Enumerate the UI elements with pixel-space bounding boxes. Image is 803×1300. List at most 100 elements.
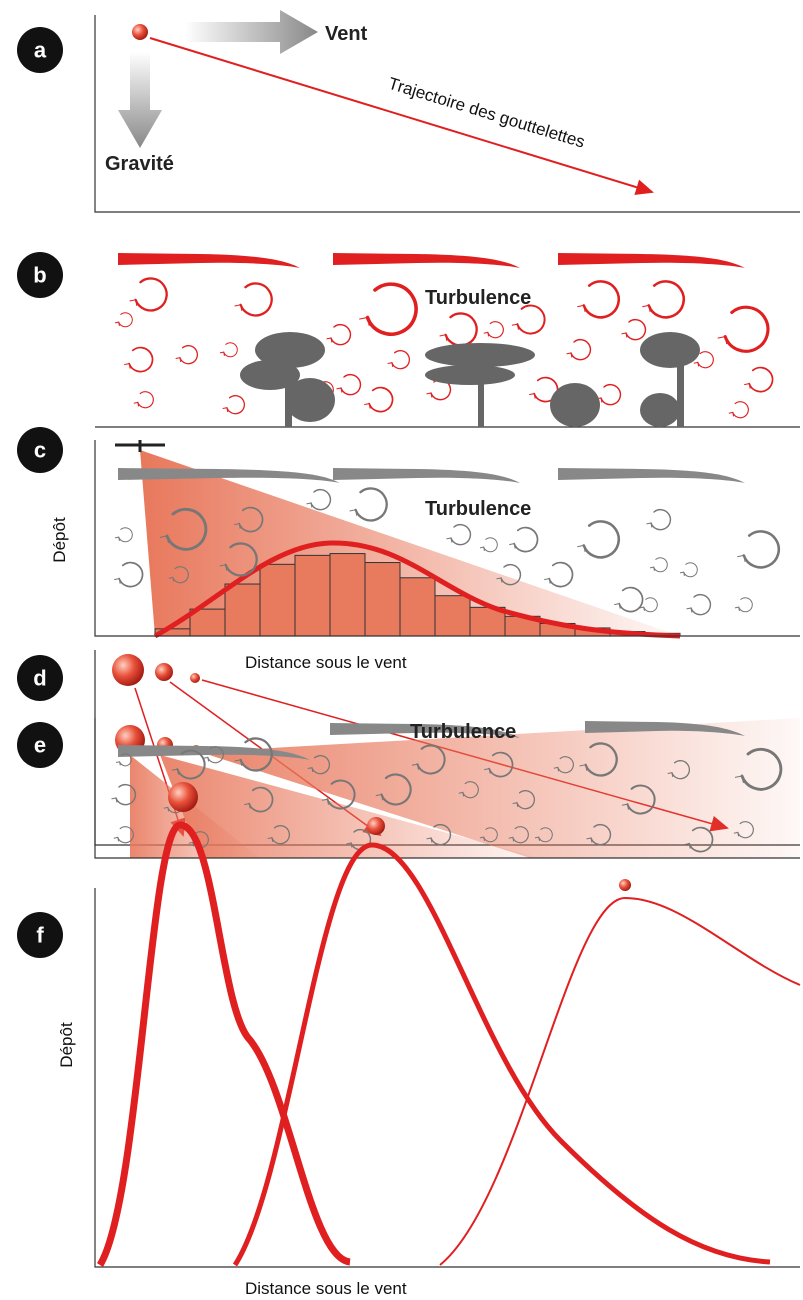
histogram-bar (225, 584, 260, 636)
eddy-arrow (388, 363, 393, 367)
eddy (549, 563, 572, 587)
eddy-arrow (327, 338, 332, 343)
eddy-arrow (115, 537, 120, 541)
eddy (644, 598, 658, 612)
eddy-arrow (112, 798, 117, 803)
eddy (739, 598, 753, 612)
wind-arrow (185, 10, 318, 54)
panel-label: c (34, 438, 46, 463)
panel-label: a (34, 38, 47, 63)
eddy (341, 375, 360, 395)
histogram-bar (400, 578, 435, 636)
eddy-arrow (235, 305, 242, 311)
panel-label: f (36, 923, 44, 948)
panel-c: c Turbulence Dépôt Distance sous le vent (17, 427, 800, 672)
eddy (331, 325, 350, 345)
eddy (180, 346, 197, 364)
eddy-arrow (220, 352, 225, 356)
panel-label: b (33, 263, 46, 288)
eddy (649, 281, 684, 317)
eddy-arrow (223, 408, 228, 412)
eddy (368, 284, 417, 334)
eddy (138, 392, 154, 408)
eddy (571, 340, 590, 360)
wind-band (118, 253, 300, 268)
eddy (484, 538, 498, 552)
eddy-arrow (687, 608, 692, 613)
eddy-arrow (176, 358, 181, 362)
eddy-arrow (337, 388, 342, 393)
eddy (119, 563, 142, 587)
eddy-arrow (694, 362, 699, 366)
deposit-curve (100, 825, 350, 1265)
eddy-arrow (480, 547, 485, 551)
eddy (651, 510, 670, 530)
panel-label: d (33, 666, 46, 691)
eddy-arrow (350, 510, 357, 516)
turbulence-label: Turbulence (425, 498, 531, 520)
x-axis-label: Distance sous le vent (245, 1279, 407, 1298)
y-axis-label: Dépôt (57, 1022, 76, 1068)
eddy (488, 322, 504, 338)
droplet (112, 654, 144, 686)
eddy (369, 388, 392, 412)
histogram-bar (435, 596, 470, 636)
eddy (619, 588, 642, 612)
panel-e: e Turbulence (17, 718, 800, 858)
eddy-arrow (134, 402, 139, 406)
eddy (698, 352, 714, 368)
wind-band (333, 468, 520, 483)
histogram-bar (260, 564, 295, 636)
eddy (356, 488, 387, 520)
eddy-arrow (307, 503, 312, 508)
eddy-arrow (640, 607, 645, 611)
gravity-arrow (118, 52, 162, 148)
eddy (241, 283, 272, 315)
vegetation (240, 332, 700, 427)
eddy-arrow (114, 837, 119, 841)
eddy (311, 490, 330, 510)
droplet (132, 24, 148, 40)
eddy (584, 281, 619, 317)
deposit-curve (235, 845, 770, 1265)
eddy-arrow (650, 567, 655, 571)
eddy (136, 278, 167, 310)
eddy-arrow (544, 579, 550, 584)
eddy-arrow (744, 384, 750, 389)
eddy-arrow (124, 364, 130, 369)
gravity-label: Gravité (105, 153, 174, 175)
y-axis-label: Dépôt (50, 517, 69, 563)
eddy (691, 595, 710, 615)
eddy (749, 368, 772, 392)
eddy-arrow (484, 332, 489, 336)
axes (95, 15, 800, 212)
eddy-arrow (130, 300, 137, 306)
turbulence-label: Turbulence (410, 721, 516, 743)
droplet (190, 673, 200, 683)
droplet (168, 782, 198, 812)
panel-label: e (34, 733, 46, 758)
eddy (129, 348, 152, 372)
droplet (619, 879, 631, 891)
eddy-arrow (529, 394, 535, 399)
eddy-arrow (729, 412, 734, 416)
trajectory-label: Trajectoire des gouttelettes (386, 74, 587, 152)
eddy (392, 351, 409, 369)
panel-a: a Vent Gravité Trajectoire des gouttelet… (17, 10, 800, 212)
eddy (654, 558, 668, 572)
diagram: a Vent Gravité Trajectoire des gouttelet… (0, 0, 803, 1300)
trajectory (150, 38, 652, 192)
aircraft (115, 440, 165, 452)
panel-f: f Dépôt Distance sous le vent (17, 782, 800, 1298)
eddy-arrow (116, 762, 120, 766)
eddy-arrow (512, 324, 519, 330)
x-axis-label: Distance sous le vent (245, 653, 407, 672)
eddy (227, 396, 244, 414)
eddy (451, 525, 470, 545)
eddy-arrow (680, 572, 685, 576)
eddy (584, 521, 619, 557)
eddy (119, 528, 133, 542)
eddy-arrow (614, 604, 620, 609)
eddy-arrow (364, 404, 370, 409)
histogram-bar (330, 554, 365, 636)
